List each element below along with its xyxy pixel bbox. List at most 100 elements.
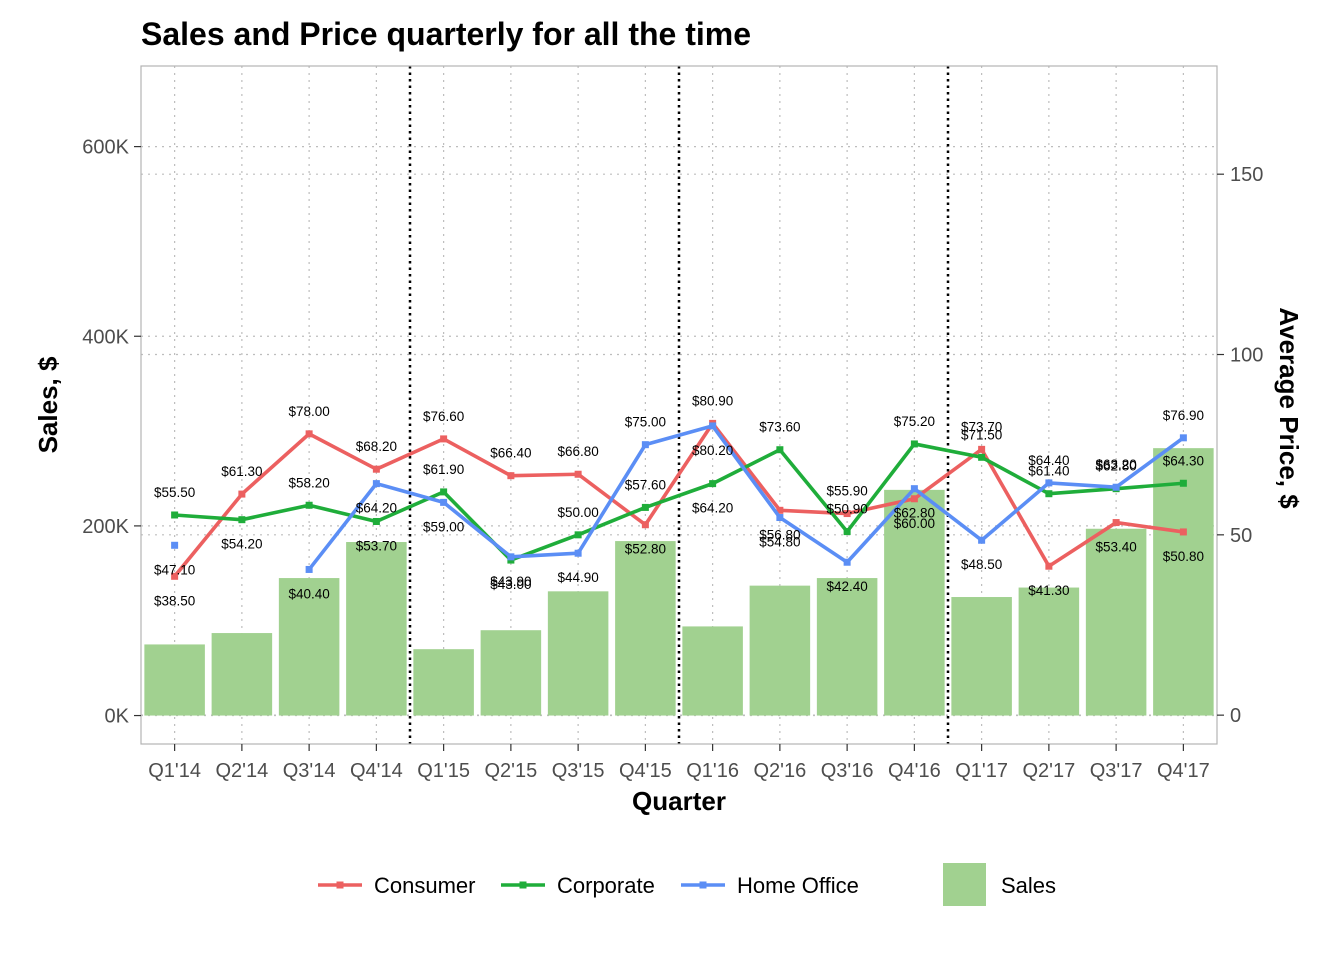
price-point: [1112, 483, 1120, 491]
price-label: $41.30: [1028, 583, 1069, 598]
price-point: [171, 572, 179, 580]
sales-bar: [615, 541, 676, 716]
sales-bar: [816, 578, 878, 716]
price-point: [1179, 528, 1187, 536]
price-point: [1112, 519, 1120, 527]
price-data-labels: $38.50 $61.30 $78.00 $68.20 $76.60 $66.40 $66.…: [154, 393, 1204, 608]
price-label: $38.50: [154, 593, 195, 608]
y-axis-title: Sales, $: [33, 356, 63, 453]
price-label: $71.50: [961, 427, 1002, 442]
price-line-consumer: [173, 421, 1184, 578]
y2-tick-label: 150: [1230, 164, 1263, 186]
x-tick-label: Q3'14: [283, 760, 336, 782]
sales-bar: [951, 597, 1012, 716]
price-label: $43.00: [490, 577, 531, 592]
legend-label: Corporate: [557, 873, 655, 898]
price-point: [574, 470, 582, 478]
price-point: [776, 446, 784, 454]
x-tick-label: Q3'15: [552, 760, 605, 782]
x-tick-label: Q2'16: [754, 760, 807, 782]
price-point: [709, 422, 717, 430]
price-point: [440, 435, 448, 443]
price-point: [641, 521, 649, 529]
price-point: [507, 472, 515, 480]
price-point: [1045, 479, 1053, 487]
sales-bar: [211, 633, 273, 716]
price-label: $56.80: [759, 527, 800, 542]
x-tick-label: Q4'17: [1157, 760, 1210, 782]
legend-label: Consumer: [374, 873, 475, 898]
legend-key-point: [336, 881, 344, 889]
price-label: $75.20: [894, 414, 935, 429]
price-point: [641, 441, 649, 449]
price-label: $75.00: [625, 415, 666, 430]
price-point: [910, 485, 918, 493]
price-label: $53.40: [1095, 540, 1136, 555]
price-label: $68.20: [356, 439, 397, 454]
y2-tick-label: 100: [1230, 345, 1263, 367]
price-label: $78.00: [288, 404, 329, 419]
price-point: [1179, 479, 1187, 487]
price-point: [910, 440, 918, 448]
sales-bars: [144, 448, 1214, 716]
price-line-home-office: [307, 424, 1185, 571]
price-point: [440, 498, 448, 506]
sales-bar: [144, 644, 205, 716]
price-point: [1045, 490, 1053, 498]
price-label: $50.90: [826, 502, 867, 517]
sales-bar: [682, 626, 743, 716]
sales-bar: [480, 630, 542, 716]
price-label: $43.90: [490, 574, 531, 589]
price-label: $57.60: [625, 477, 666, 492]
y-tick-label: 200K: [82, 516, 129, 538]
legend-key-bar: [943, 863, 986, 906]
x-axis-title: Quarter: [632, 786, 726, 816]
price-point: [372, 480, 380, 488]
chart-title: Sales and Price quarterly for all the ti…: [141, 16, 751, 52]
price-label: $66.80: [557, 444, 598, 459]
x-tick-label: Q1'16: [686, 760, 739, 782]
price-label: $61.90: [423, 462, 464, 477]
price-label: $58.20: [288, 475, 329, 490]
price-label: $54.20: [221, 537, 262, 552]
price-label: $54.80: [759, 535, 800, 550]
price-label: $55.90: [826, 484, 867, 499]
price-label: $76.90: [1163, 408, 1204, 423]
sales-bar: [413, 649, 474, 716]
price-label: $64.20: [692, 501, 733, 516]
price-point: [910, 495, 918, 503]
plot-panel-border: [140, 65, 1218, 745]
price-point: [171, 511, 179, 519]
price-label: $63.20: [1095, 457, 1136, 472]
price-label: $59.00: [423, 519, 464, 534]
price-point: [776, 506, 784, 514]
sales-bar: [1018, 587, 1080, 716]
price-label: $64.30: [1163, 453, 1204, 468]
price-label: $76.60: [423, 409, 464, 424]
legend-label: Sales: [1001, 873, 1056, 898]
price-point: [843, 528, 851, 536]
price-label: $50.00: [557, 505, 598, 520]
x-tick-label: Q3'16: [821, 760, 874, 782]
price-point: [238, 490, 246, 498]
sales-bar: [1153, 448, 1214, 716]
price-label: $80.90: [692, 393, 733, 408]
y-tick-label: 600K: [82, 137, 129, 159]
y-axis-left: 0K 200K 400K 600K: [82, 137, 141, 728]
price-label: $80.20: [692, 443, 733, 458]
y2-axis-title: Average Price, $: [1274, 307, 1304, 509]
price-point: [776, 514, 784, 522]
price-point: [709, 480, 717, 488]
price-label: $47.10: [154, 562, 195, 577]
price-point: [843, 510, 851, 518]
price-label: $42.40: [826, 579, 867, 594]
y2-tick-label: 0: [1230, 705, 1241, 727]
x-tick-label: Q4'14: [350, 760, 403, 782]
price-point: [238, 516, 246, 524]
sales-bar: [547, 591, 609, 716]
price-label: $48.50: [961, 557, 1002, 572]
x-axis: Q1'14 Q2'14 Q3'14 Q4'14 Q1'15 Q2'15 Q3'15 Q4'15…: [148, 744, 1210, 782]
price-point: [507, 553, 515, 561]
price-label: $52.80: [625, 542, 666, 557]
